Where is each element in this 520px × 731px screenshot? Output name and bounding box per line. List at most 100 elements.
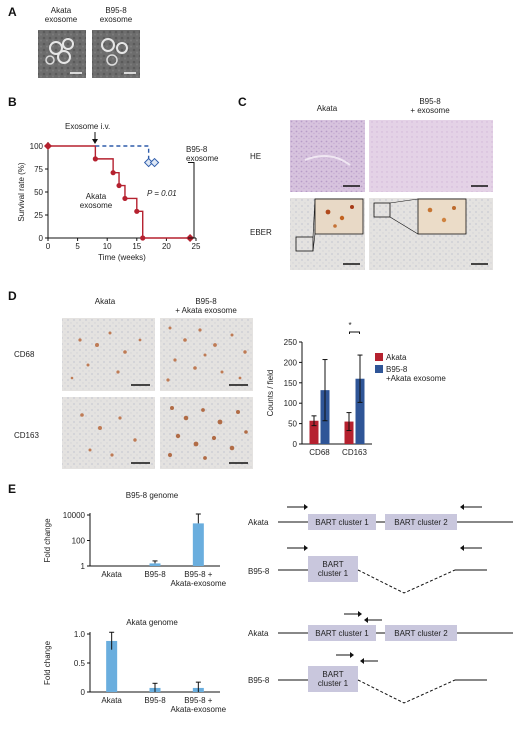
bart-cluster-1-box bbox=[308, 514, 376, 530]
panel-letter-d: D bbox=[8, 289, 17, 303]
y-tick-label: 200 bbox=[284, 358, 298, 367]
cd163-image-b958 bbox=[160, 397, 253, 469]
survival-point bbox=[44, 142, 52, 150]
survival-point bbox=[140, 235, 146, 241]
akata-genome-chart: Akata genome 0 0.5 1.0 Fold change Akata B95-8… bbox=[43, 618, 227, 714]
x-tick-label: B95-8 bbox=[144, 696, 166, 705]
significance-bracket bbox=[349, 331, 360, 334]
bar bbox=[106, 640, 118, 692]
counts-chart: 0 50 100 150 200 250 Counts / field CD68 CD163 Ak… bbox=[266, 331, 446, 457]
y-tick-label: 0 bbox=[293, 440, 298, 449]
series-label-akata: Akata exosome bbox=[80, 192, 113, 210]
survival-point bbox=[116, 182, 122, 189]
tem-image-b958 bbox=[92, 30, 140, 78]
y-tick-label: 50 bbox=[288, 420, 297, 429]
diagram-b958-label-1: B95-8 bbox=[248, 567, 270, 576]
bart-diagram-bottom: Akata BART cluster 1 BART cluster 2 B95-… bbox=[248, 611, 513, 704]
x-tick-label: 0 bbox=[46, 242, 51, 251]
panel-letter-a: A bbox=[8, 5, 17, 19]
bar bbox=[192, 523, 204, 566]
x-tick-label: CD68 bbox=[309, 448, 330, 457]
primer-arrow bbox=[287, 545, 308, 551]
diagram-akata-label-2: Akata bbox=[248, 629, 269, 638]
c-row-label-eber: EBER bbox=[250, 228, 272, 237]
y-tick-label: 0.5 bbox=[74, 659, 86, 668]
panel-e: E B95-8 genome 1 100 10000 Fold change Akata B… bbox=[8, 482, 513, 714]
bart-cluster-2-label: BART cluster 2 bbox=[394, 629, 448, 638]
survival-point bbox=[122, 195, 128, 202]
b958-genome-chart: B95-8 genome 1 100 10000 Fold change Akata B95… bbox=[43, 491, 227, 588]
primer-arrow bbox=[336, 652, 354, 658]
bart-cluster-1-box bbox=[308, 625, 376, 641]
bart-cluster-1-label: BART cluster 1 bbox=[315, 629, 369, 638]
y-tick-label: 10000 bbox=[63, 511, 86, 520]
x-tick-label: 5 bbox=[75, 242, 80, 251]
bart-cluster-2-box bbox=[385, 514, 457, 530]
y-tick-label: 0 bbox=[39, 234, 44, 243]
primer-arrow bbox=[360, 658, 378, 664]
pvalue-bracket bbox=[188, 162, 195, 239]
significance-star: * bbox=[348, 321, 351, 330]
y-tick-label: 150 bbox=[284, 379, 298, 388]
bar bbox=[149, 563, 161, 566]
x-axis-label: Time (weeks) bbox=[98, 253, 146, 262]
y-axis-label: Fold change bbox=[43, 640, 52, 685]
c-col-label-b958: B95-8 + exosome bbox=[410, 97, 450, 115]
y-axis-label: Counts / field bbox=[266, 370, 275, 417]
d-row-label-cd68: CD68 bbox=[14, 350, 35, 359]
survival-line-b958 bbox=[95, 145, 150, 163]
primer-arrow bbox=[460, 545, 482, 551]
x-tick-label: B95-8 + Akata-exosome bbox=[171, 570, 227, 588]
primer-arrow bbox=[460, 504, 482, 510]
chart-title: Akata genome bbox=[126, 618, 178, 627]
x-tick-label: B95-8 + Akata-exosome bbox=[171, 696, 227, 714]
x-tick-label: B95-8 bbox=[144, 570, 166, 579]
bart-cluster-1-short-label: BART cluster 1 bbox=[318, 670, 349, 688]
panel-c: C Akata B95-8 + exosome HE EBER bbox=[238, 95, 493, 270]
he-image-b958 bbox=[369, 120, 493, 192]
primer-arrow bbox=[344, 611, 362, 617]
bart-cluster-1-short-box bbox=[308, 666, 358, 692]
legend-label: B95-8 +Akata exosome bbox=[386, 365, 446, 383]
d-col-label-b958: B95-8 + Akata exosome bbox=[175, 297, 237, 315]
x-tick-label: 20 bbox=[162, 242, 171, 251]
cd163-image-akata bbox=[62, 397, 155, 469]
tem-label-akata: Akata exosome bbox=[45, 6, 78, 24]
pvalue: P = 0.01 bbox=[147, 189, 177, 198]
y-axis-label: Survival rate (%) bbox=[17, 162, 26, 221]
x-tick-label: 25 bbox=[192, 242, 201, 251]
y-tick-label: 1 bbox=[81, 562, 86, 571]
eber-image-akata bbox=[290, 198, 365, 270]
y-tick-label: 50 bbox=[34, 188, 43, 197]
survival-point bbox=[149, 157, 160, 168]
d-row-label-cd163: CD163 bbox=[14, 431, 39, 440]
tem-label-b958: B95-8 exosome bbox=[100, 6, 133, 24]
y-tick-label: 100 bbox=[72, 537, 86, 546]
panel-letter-b: B bbox=[8, 95, 17, 109]
c-col-label-akata: Akata bbox=[317, 104, 338, 113]
x-tick-label: 10 bbox=[103, 242, 112, 251]
y-tick-label: 100 bbox=[284, 399, 298, 408]
x-tick-label: Akata bbox=[101, 696, 122, 705]
series-label-b958: B95-8 exosome bbox=[186, 145, 219, 163]
diagram-b958-label-2: B95-8 bbox=[248, 676, 270, 685]
injection-annotation: Exosome i.v. bbox=[65, 122, 110, 131]
panel-b: B 0 25 50 75 100 0 5 10 15 20 25 Time (weeks) Surviv… bbox=[8, 95, 219, 262]
bar bbox=[344, 421, 354, 444]
y-axis-label: Fold change bbox=[43, 518, 52, 563]
c-row-label-he: HE bbox=[250, 152, 261, 161]
primer-arrow bbox=[364, 617, 382, 623]
cd68-image-akata bbox=[62, 318, 155, 391]
y-tick-label: 25 bbox=[34, 211, 43, 220]
bart-cluster-2-box bbox=[385, 625, 457, 641]
survival-line-akata bbox=[48, 145, 191, 239]
chart-title: B95-8 genome bbox=[126, 491, 179, 500]
panel-d: D Akata B95-8 + Akata exosome CD68 CD163 bbox=[8, 289, 446, 469]
y-tick-label: 75 bbox=[34, 165, 43, 174]
panel-letter-e: E bbox=[8, 482, 16, 496]
bar bbox=[355, 378, 365, 444]
bar bbox=[309, 420, 319, 444]
survival-chart: 0 25 50 75 100 0 5 10 15 20 25 Time (weeks) Survival… bbox=[17, 142, 201, 262]
bart-cluster-1-short-box bbox=[308, 556, 358, 582]
